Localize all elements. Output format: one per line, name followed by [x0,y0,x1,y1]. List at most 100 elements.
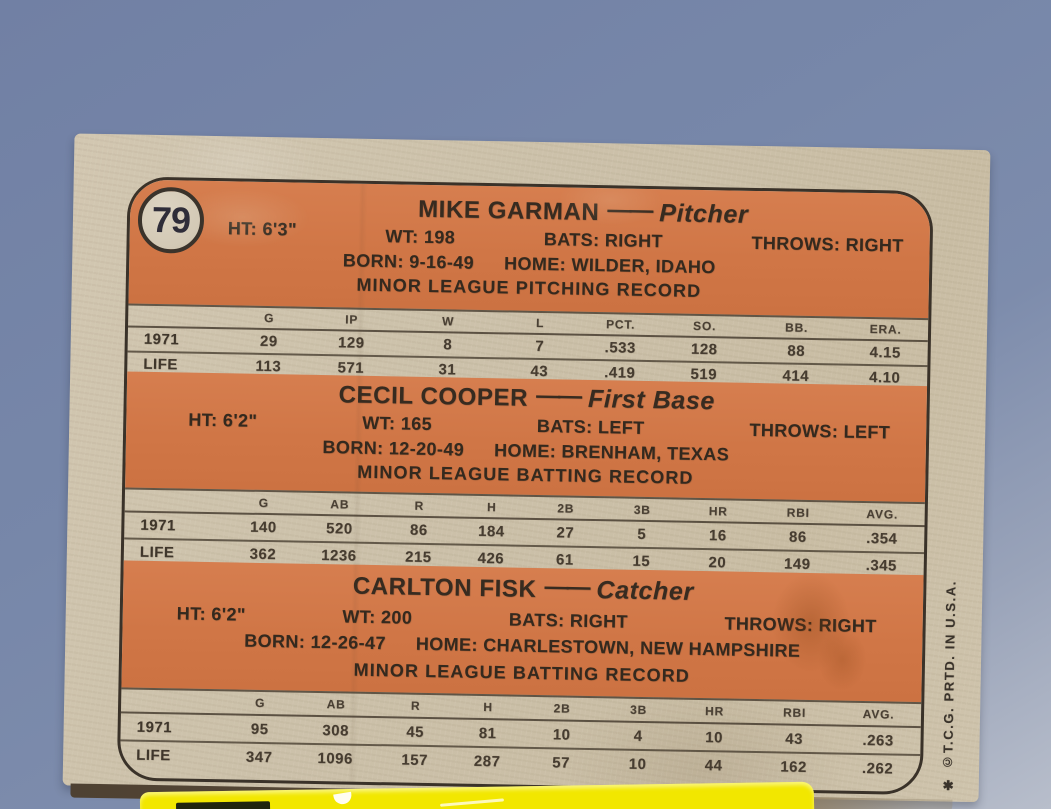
stat-value: 4.15 [869,344,901,362]
baseball-card: 79 MIKE GARMAN —— Pitcher HT: 6'3" WT: 198… [62,133,991,809]
column-header: 2B [557,500,575,516]
stat-value: 29 [259,332,278,351]
stat-value: 519 [690,365,718,384]
stat-value: 215 [404,548,432,567]
stat-value: 16 [708,527,727,545]
column-header: SO. [692,318,717,334]
stats-table-cooper: G AB R H 2B 3B HR RBI AVG. 1971 140 520 86 184 27 5 16 86… [123,487,925,576]
born-value: BORN: 12-26-47 [244,630,387,654]
column-header: RBI [782,705,807,720]
stat-value: 571 [337,359,365,377]
throws-value: THROWS: RIGHT [724,613,877,637]
yellow-object-scratch [439,798,505,807]
stat-value: 88 [787,342,806,360]
player-header-cooper: CECIL COOPER —— First Base HT: 6'2" WT: 16… [125,371,928,503]
stat-value: 4.10 [868,369,901,387]
stat-value: 149 [783,555,811,574]
player-name: CECIL COOPER [338,381,529,412]
stat-value: 81 [478,724,497,742]
stat-value: 45 [406,723,425,741]
stat-value: 44 [704,756,723,774]
column-header: PCT. [605,317,636,332]
card-number: 79 [151,198,191,241]
stat-value: 520 [325,520,353,538]
row-label: 1971 [140,516,176,535]
stat-value: 8 [443,336,453,354]
stat-value: 57 [552,753,571,772]
row-label: 1971 [136,718,173,736]
stats-table-fisk: G AB R H 2B 3B HR RBI AVG. 1971 95 308 45 81 10 4 10 43 .2… [119,687,922,793]
dash: —— [607,195,652,224]
column-header: 3B [633,502,651,517]
player-name: MIKE GARMAN [417,195,600,226]
stat-value: 61 [555,551,574,569]
row-label-header [125,500,230,502]
height-value: HT: 6'2" [188,409,258,432]
stat-value: .354 [865,530,898,548]
stat-value: 15 [632,552,651,571]
copyright-vertical-text: ✱ ©T.C.G. PRTD. IN U.S.A. [939,579,959,792]
dash: —— [544,573,589,602]
stat-value: 31 [438,361,457,379]
column-header: AB [330,496,350,512]
row-label-header [121,700,226,702]
column-header: 2B [553,701,571,716]
position-label: Catcher [596,576,694,607]
column-header: R [410,698,421,713]
weight-value: WT: 198 [385,226,456,248]
column-header: ERA. [869,322,902,337]
position-label: First Base [587,385,716,416]
stat-value: 308 [322,721,350,740]
stat-value: 1096 [317,749,353,768]
card-content: 79 MIKE GARMAN —— Pitcher HT: 6'3" WT: 198… [116,176,934,796]
height-value: HT: 6'2" [176,603,246,625]
stat-value: .263 [862,731,894,750]
position-label: Pitcher [659,198,749,229]
stat-value: 113 [255,357,282,376]
column-header: G [263,310,275,326]
row-label: LIFE [139,543,175,562]
stat-value: 10 [705,728,724,746]
stat-value: 86 [409,521,428,539]
column-header: 3B [629,702,648,718]
stat-value: 43 [785,730,804,748]
stat-value: 157 [401,751,429,769]
player-header-fisk: CARLTON FISK —— Catcher HT: 6'2" WT: 200 B… [121,560,924,703]
player-header-garman: MIKE GARMAN —— Pitcher HT: 6'3" WT: 198 BA… [128,179,931,319]
yellow-object-white-mark [333,791,353,806]
stat-value: 162 [780,757,807,776]
row-label: 1971 [143,330,180,349]
column-header: G [254,695,266,711]
home-value: HOME: WILDER, IDAHO [503,253,716,278]
throws-value: THROWS: RIGHT [751,233,904,256]
throws-value: THROWS: LEFT [749,420,891,443]
column-header: AVG. [862,706,895,722]
stat-value: 7 [535,337,545,356]
column-header: L [535,315,545,331]
born-value: BORN: 12-20-49 [322,436,465,460]
stat-value: 426 [477,549,505,568]
yellow-object-dark-patch [175,801,271,809]
column-header: G [258,495,270,510]
column-header: AVG. [866,506,899,522]
player-name: CARLTON FISK [352,573,537,604]
stat-value: 140 [249,518,277,537]
column-header: H [486,499,497,514]
stat-value: 362 [249,545,277,564]
row-label-header [128,315,233,317]
stat-value: 1236 [321,547,357,565]
dash: —— [535,382,581,410]
stat-value: 347 [245,748,273,766]
player-section-garman: MIKE GARMAN —— Pitcher HT: 6'3" WT: 198 BA… [127,179,931,387]
stat-value: 129 [337,334,365,352]
stat-value: 43 [530,362,549,381]
stats-table-garman: G IP W L PCT. SO. BB. ERA. 1971 29 129 8 7 .533 128 88 4… [127,303,929,387]
stat-value: .262 [861,759,894,778]
stat-value: .533 [604,339,636,357]
column-header: BB. [784,320,809,335]
bats-value: BATS: RIGHT [508,609,629,632]
weight-value: WT: 165 [362,413,433,435]
column-header: R [414,498,425,513]
born-value: BORN: 9-16-49 [342,250,475,273]
